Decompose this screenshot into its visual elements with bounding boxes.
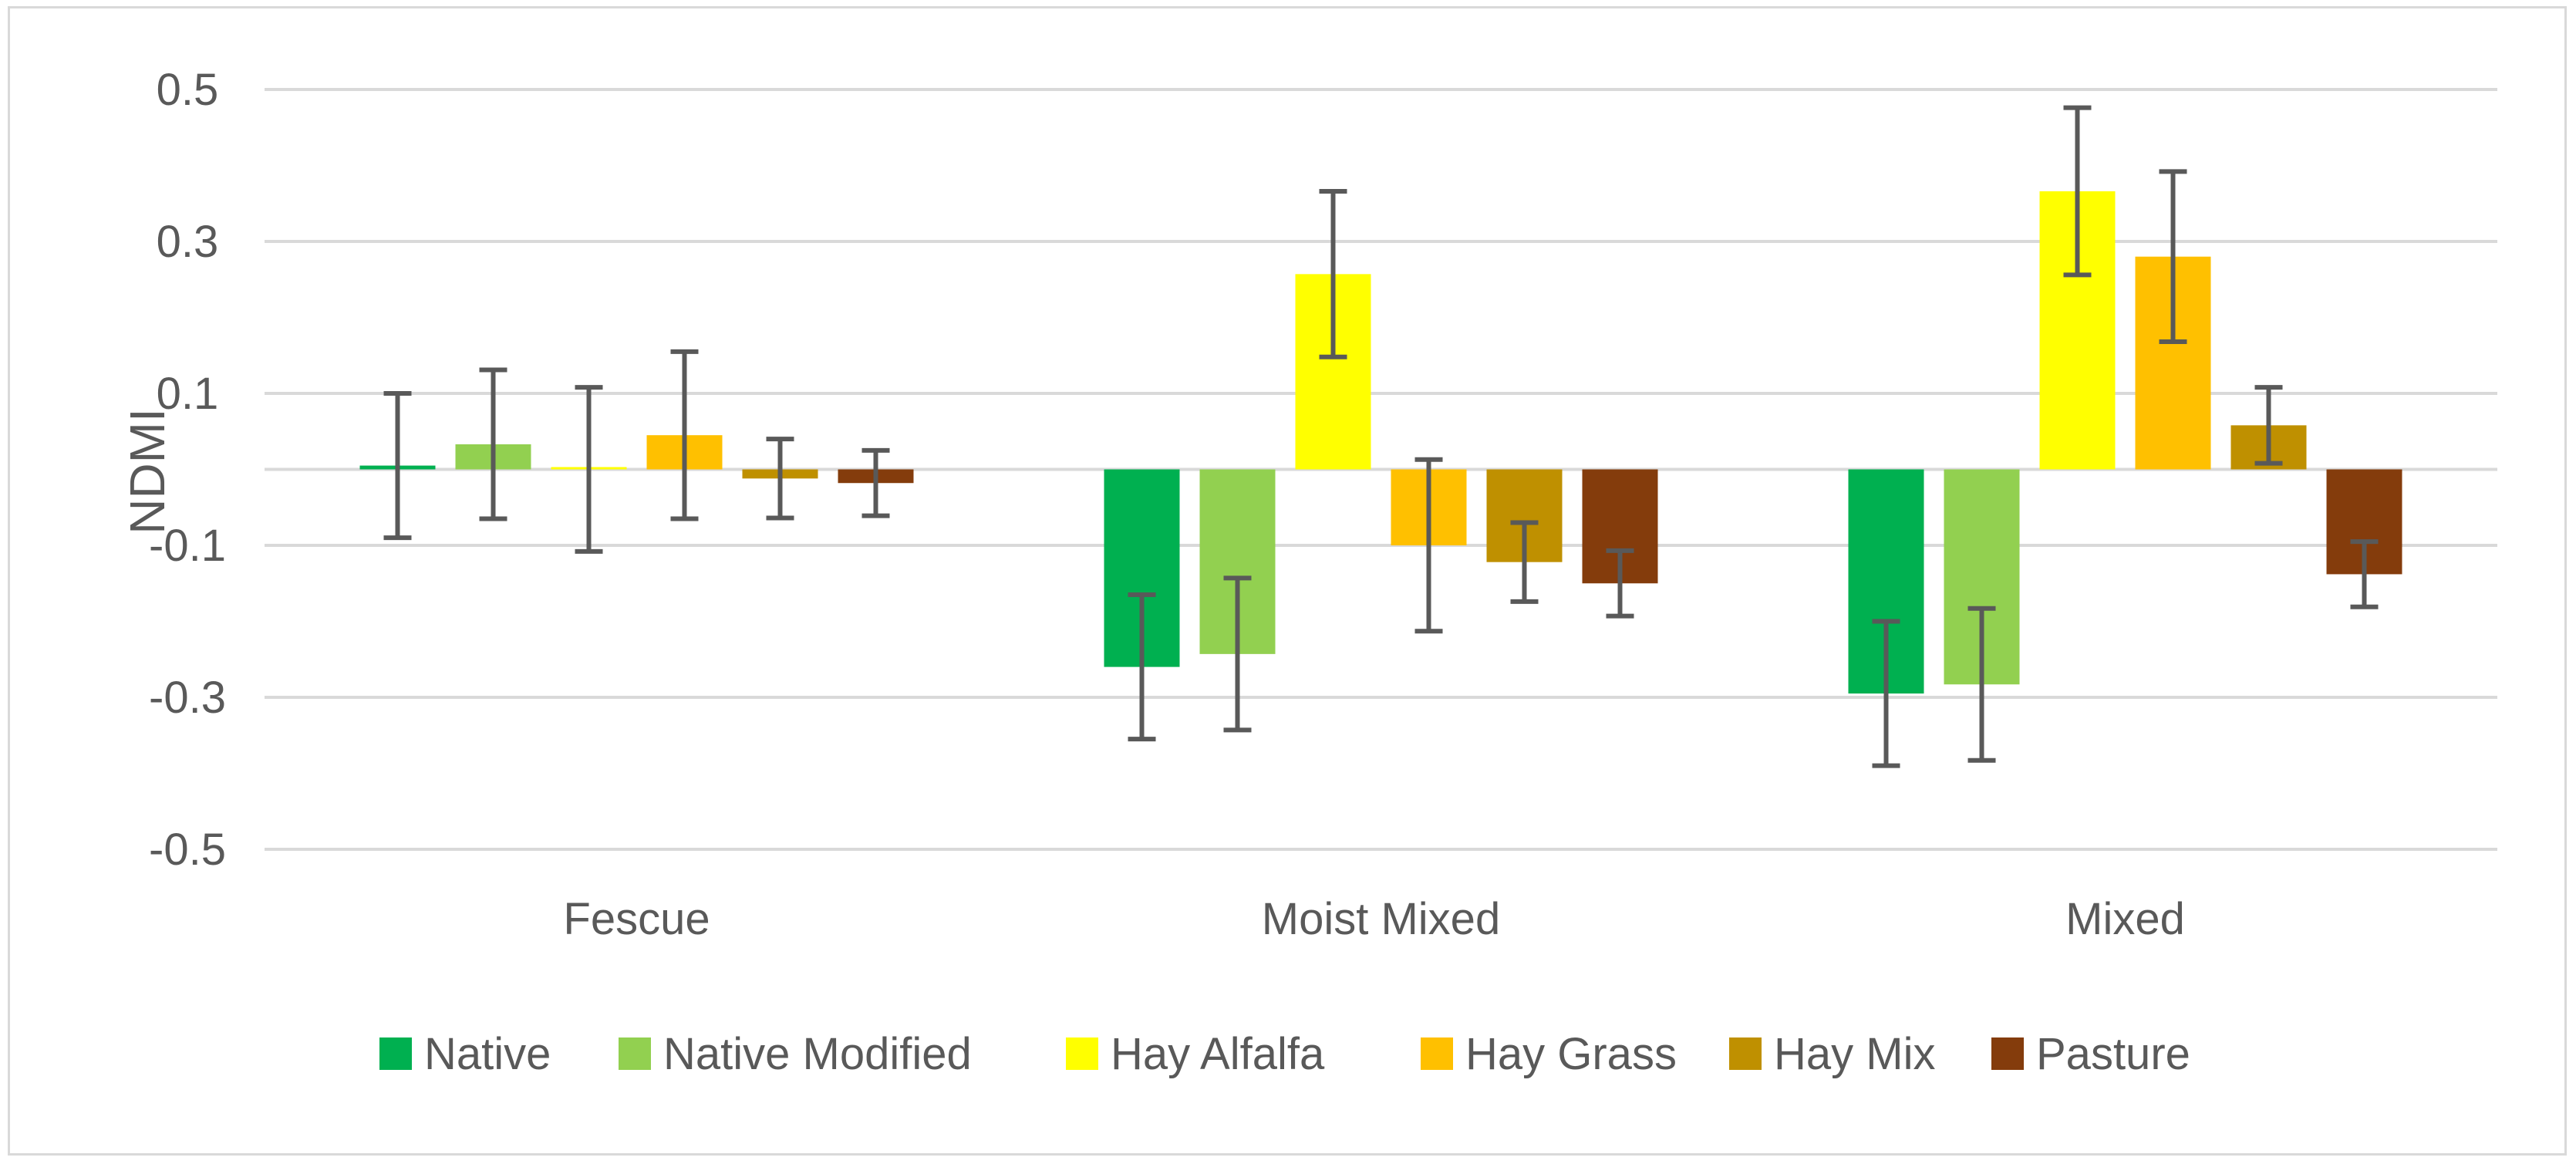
y-tick-label: -0.1 xyxy=(149,521,226,571)
y-tick-label: 0.3 xyxy=(157,217,219,267)
legend-swatch-native-modified xyxy=(619,1037,651,1070)
legend-label: Hay Mix xyxy=(1774,1029,1935,1079)
x-category-label: Moist Mixed xyxy=(1262,894,1500,944)
y-axis-ticks: 0.5 0.3 0.1 -0.1 -0.3 -0.5 xyxy=(149,65,226,875)
x-category-label: Fescue xyxy=(563,894,710,944)
legend: Native Native Modified Hay Alfalfa Hay Gras… xyxy=(379,1029,2190,1079)
legend-swatch-hay-mix xyxy=(1729,1037,1762,1070)
y-tick-label: -0.5 xyxy=(149,825,226,875)
legend-label: Hay Alfalfa xyxy=(1111,1029,1325,1079)
legend-label: Native Modified xyxy=(663,1029,972,1079)
legend-label: Hay Grass xyxy=(1465,1029,1677,1079)
chart-frame: 0.5 0.3 0.1 -0.1 -0.3 -0.5 Fescue Moist Mixed M… xyxy=(8,6,2567,1156)
y-tick-label: 0.1 xyxy=(157,369,219,419)
legend-label: Pasture xyxy=(2036,1029,2190,1079)
legend-swatch-pasture xyxy=(1991,1037,2024,1070)
gridlines xyxy=(265,88,2497,851)
legend-label: Native xyxy=(424,1029,551,1079)
y-tick-label: 0.5 xyxy=(157,65,219,115)
bars xyxy=(359,191,2402,694)
error-bars xyxy=(383,105,2379,768)
y-tick-label: -0.3 xyxy=(149,673,226,723)
legend-swatch-hay-grass xyxy=(1421,1037,1453,1070)
legend-swatch-hay-alfalfa xyxy=(1066,1037,1098,1070)
legend-swatch-native xyxy=(379,1037,412,1070)
x-category-label: Mixed xyxy=(2065,894,2185,944)
bar-chart: 0.5 0.3 0.1 -0.1 -0.3 -0.5 Fescue Moist Mixed M… xyxy=(120,65,2497,1079)
y-axis-title: NDMI xyxy=(120,408,175,535)
x-axis-categories: Fescue Moist Mixed Mixed xyxy=(563,894,2184,944)
